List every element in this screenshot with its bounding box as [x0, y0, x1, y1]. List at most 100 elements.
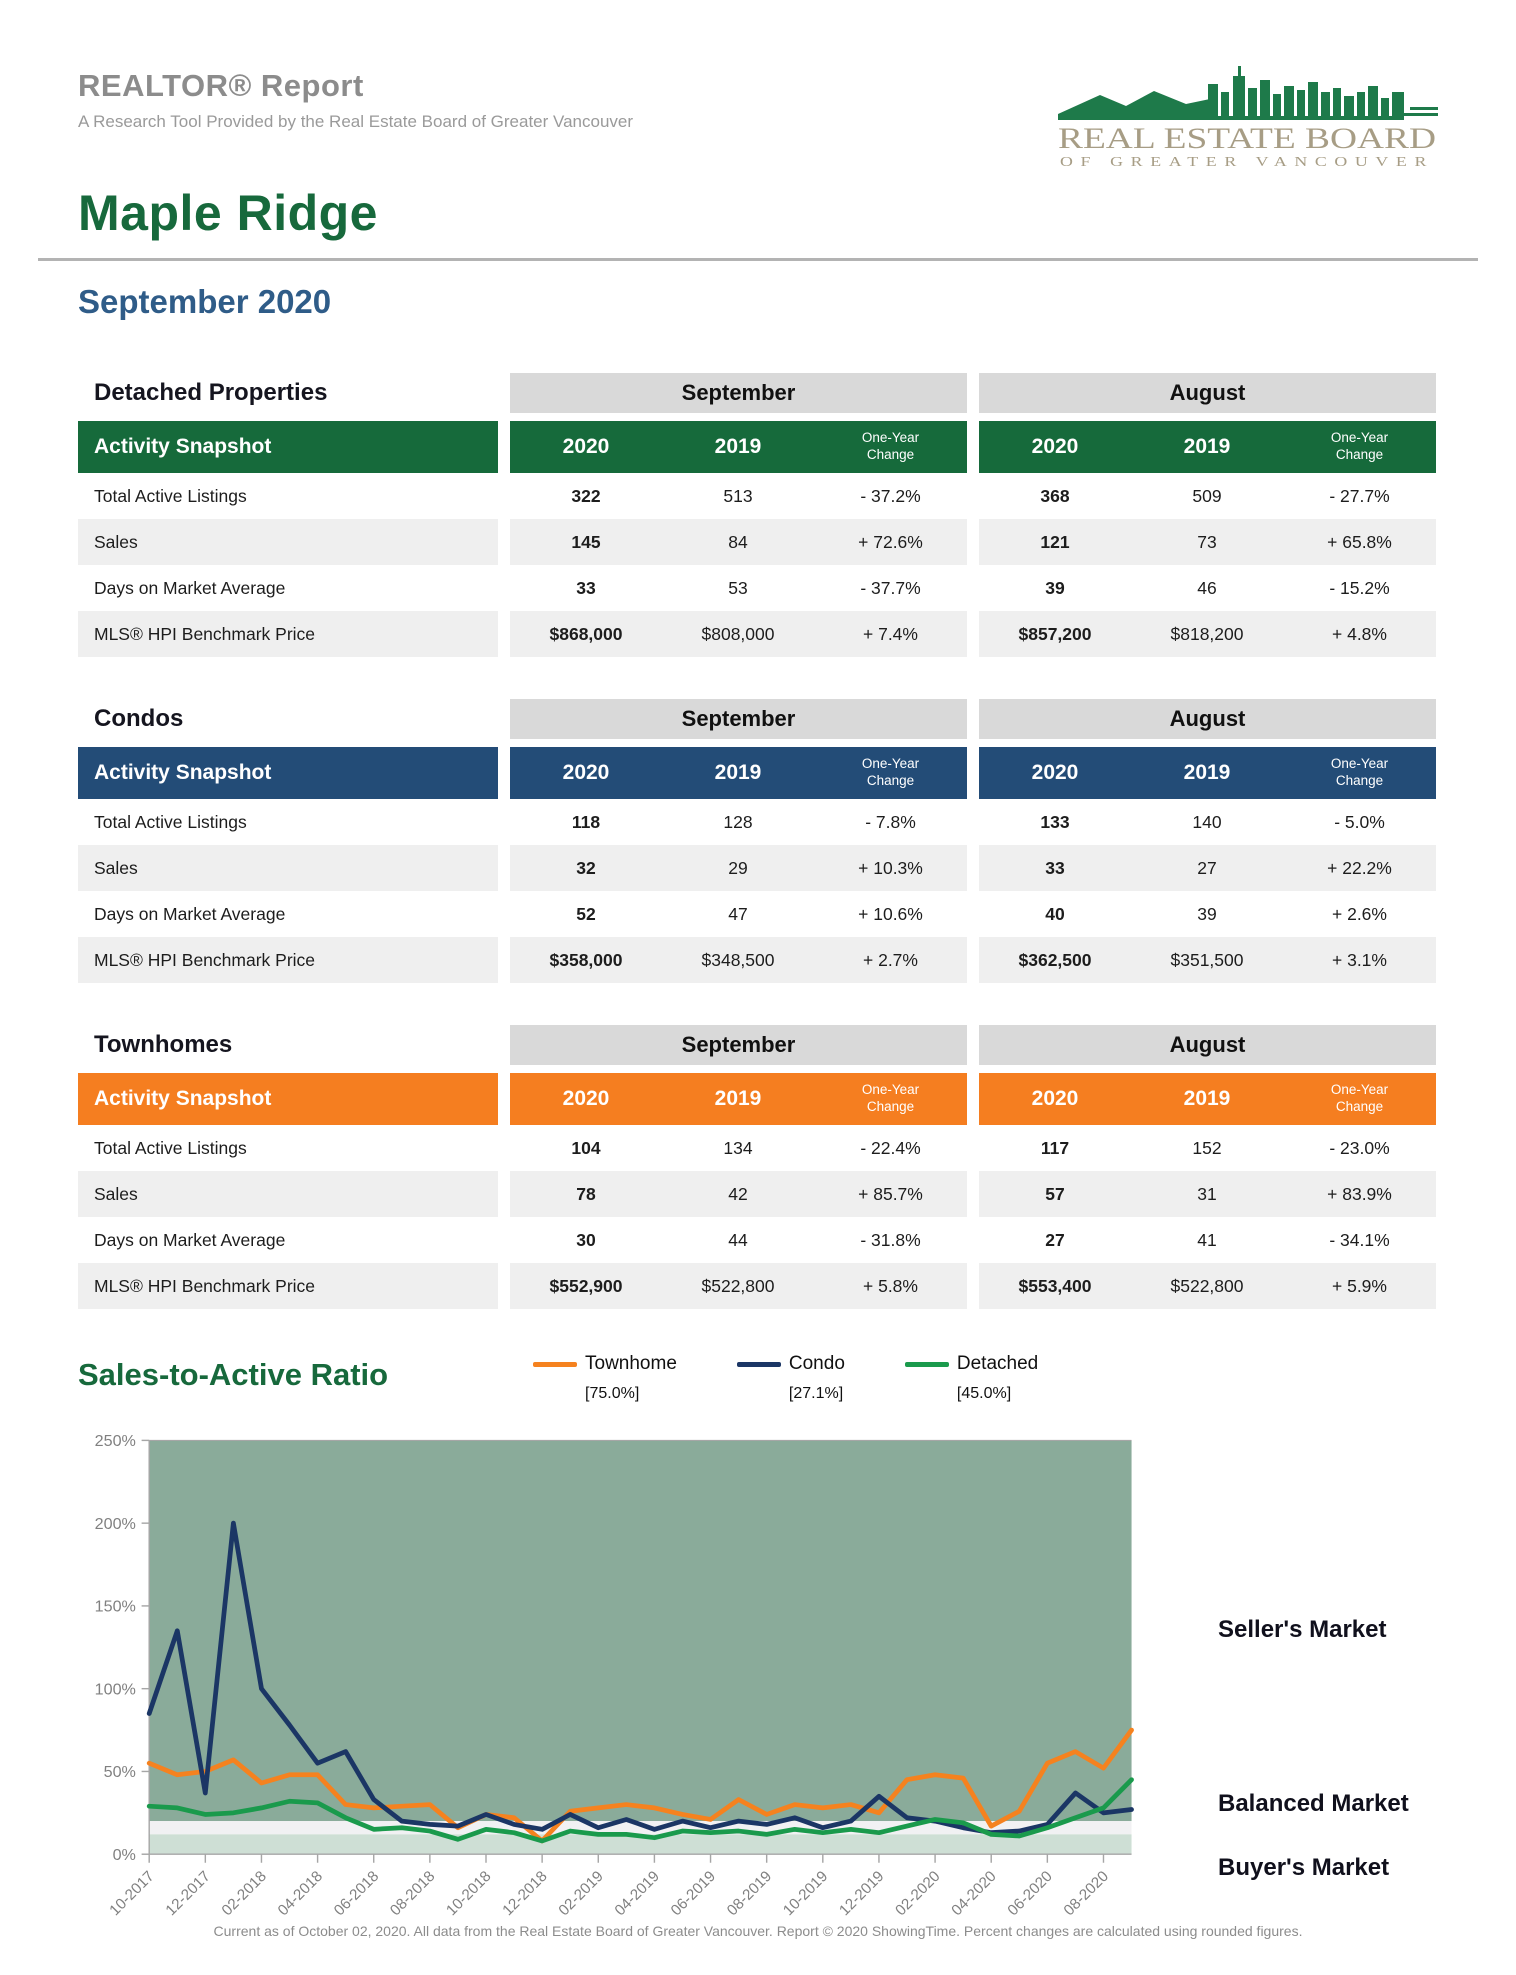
column-gap — [498, 699, 510, 739]
report-heading-block: REALTOR® Report A Research Tool Provided… — [78, 68, 633, 132]
row-label: Days on Market Average — [94, 577, 286, 598]
sep-2019-value: $808,000 — [662, 611, 814, 657]
x-tick-label: 08-2018 — [387, 1868, 438, 1919]
x-tick-label: 02-2018 — [219, 1868, 270, 1919]
sep-2019-value: 128 — [723, 811, 753, 832]
row-label: Days on Market Average — [94, 903, 286, 924]
table-name: Detached Properties — [94, 379, 328, 406]
sep-2020-value: 32 — [510, 845, 662, 891]
sep-change-value: - 22.4% — [860, 1137, 921, 1158]
sep-change-value: - 31.8% — [860, 1229, 921, 1250]
x-tick-label: 04-2019 — [612, 1868, 663, 1919]
sep-change-value: + 72.6% — [814, 519, 967, 565]
y-tick-label: 50% — [104, 1763, 136, 1781]
activity-table-condos: Condos September August Activity Snapshot 20… — [78, 699, 1438, 983]
aug-change-value: + 83.9% — [1283, 1171, 1436, 1217]
col-header-2020: 2020 — [510, 747, 662, 799]
col-header-2019: 2019 — [662, 421, 814, 473]
aug-change-value: - 34.1% — [1329, 1229, 1390, 1250]
column-gap — [967, 519, 979, 565]
sales-to-active-chart: 0% 50% 100% 150% 200% 250% 10-2017 12-2017 02-20… — [78, 1429, 1438, 1975]
table-row: Total Active Listings 104 134 - 22.4% 117 152… — [78, 1125, 1438, 1171]
row-label: Total Active Listings — [94, 485, 247, 506]
x-tick-label: 06-2020 — [1004, 1868, 1055, 1919]
aug-2020-value: 121 — [979, 519, 1131, 565]
series-line-townhome — [146, 1727, 1134, 1844]
aug-change-value: + 5.9% — [1283, 1263, 1436, 1309]
sep-2020-value: 78 — [510, 1171, 662, 1217]
table-row: Days on Market Average 33 53 - 37.7% 39 46 - 1… — [78, 565, 1438, 611]
legend-current-value: [45.0%] — [956, 1385, 1012, 1402]
sep-2019-value: 134 — [723, 1137, 753, 1158]
aug-2019-value: $522,800 — [1131, 1263, 1283, 1309]
sep-change-value: - 37.7% — [860, 577, 921, 598]
x-tick-label: 02-2020 — [892, 1868, 943, 1919]
sep-2020-value: 118 — [571, 811, 601, 832]
table-name: Townhomes — [94, 1031, 233, 1058]
col-header-one-year-change: One-Year Change — [814, 747, 967, 799]
activity-table-townhomes: Townhomes September August Activity Snapsho… — [78, 1025, 1438, 1309]
table-row: Days on Market Average 52 47 + 10.6% 40 39 + 2… — [78, 891, 1438, 937]
legend-item-condo: Condo [27.1%] — [736, 1353, 845, 1403]
y-tick-label: 0% — [113, 1846, 136, 1864]
table-header-row: Activity Snapshot 2020 2019 One-Year Change… — [78, 747, 1438, 799]
column-gap — [498, 1125, 510, 1171]
column-gap — [967, 799, 979, 845]
sep-change-value: - 37.2% — [860, 485, 921, 506]
activity-table-detached-properties: Detached Properties September August Activi… — [78, 373, 1438, 657]
aug-2020-value: $553,400 — [979, 1263, 1131, 1309]
month-band-august: August — [979, 1025, 1436, 1065]
column-gap — [498, 937, 510, 983]
sep-2020-value: 52 — [576, 903, 596, 924]
buyers-market-band — [149, 1834, 1132, 1855]
aug-change-value: + 4.8% — [1283, 611, 1436, 657]
aug-change-value: + 22.2% — [1283, 845, 1436, 891]
row-label: Days on Market Average — [94, 1229, 286, 1250]
aug-2019-value: 73 — [1131, 519, 1283, 565]
legend-label: Condo — [788, 1353, 845, 1374]
sep-2020-value: $868,000 — [510, 611, 662, 657]
table-row: Total Active Listings 118 128 - 7.8% 133 140 -… — [78, 799, 1438, 845]
column-gap — [967, 1263, 979, 1309]
row-label: Total Active Listings — [94, 1137, 247, 1158]
column-gap — [498, 473, 510, 519]
col-header-2020: 2020 — [979, 421, 1131, 473]
sep-2019-value: 47 — [728, 903, 748, 924]
column-gap — [498, 1263, 510, 1309]
row-label: Total Active Listings — [94, 811, 247, 832]
col-header-one-year-change: One-Year Change — [814, 1073, 967, 1125]
aug-2020-value: 27 — [1045, 1229, 1065, 1250]
aug-change-value: - 15.2% — [1329, 577, 1390, 598]
x-tick-label: 08-2019 — [724, 1868, 775, 1919]
sep-change-value: + 10.3% — [814, 845, 967, 891]
legend-label: Detached — [956, 1353, 1039, 1374]
aug-2020-value: 368 — [1040, 485, 1070, 506]
legend-label: Townhome — [585, 1353, 677, 1374]
balanced-market-label: Balanced Market — [1218, 1789, 1409, 1817]
column-gap — [498, 421, 510, 473]
sellers-market-label: Seller's Market — [1218, 1615, 1387, 1643]
x-tick-label: 10-2019 — [780, 1868, 831, 1919]
snapshot-label: Activity Snapshot — [78, 1073, 498, 1125]
x-tick-label: 04-2018 — [275, 1868, 326, 1919]
month-band-august: August — [979, 699, 1436, 739]
column-gap — [967, 1217, 979, 1263]
aug-2019-value: 152 — [1192, 1137, 1222, 1158]
legend-current-value: [27.1%] — [788, 1385, 844, 1402]
legend-dash-icon — [533, 1361, 577, 1367]
x-tick-label: 12-2017 — [162, 1868, 213, 1919]
table-row: MLS® HPI Benchmark Price $552,900 $522,800… — [78, 1263, 1438, 1309]
report-title: REALTOR® Report — [78, 68, 364, 103]
row-label: Sales — [78, 519, 498, 565]
legend-current-value: [75.0%] — [585, 1385, 640, 1402]
column-gap — [967, 845, 979, 891]
snapshot-label: Activity Snapshot — [78, 747, 498, 799]
aug-2019-value: 27 — [1131, 845, 1283, 891]
month-band-september: September — [510, 1025, 967, 1065]
col-header-one-year-change: One-Year Change — [1283, 747, 1436, 799]
column-gap — [498, 611, 510, 657]
col-header-2019: 2019 — [1131, 421, 1283, 473]
sep-2020-value: 145 — [510, 519, 662, 565]
column-gap — [498, 1171, 510, 1217]
